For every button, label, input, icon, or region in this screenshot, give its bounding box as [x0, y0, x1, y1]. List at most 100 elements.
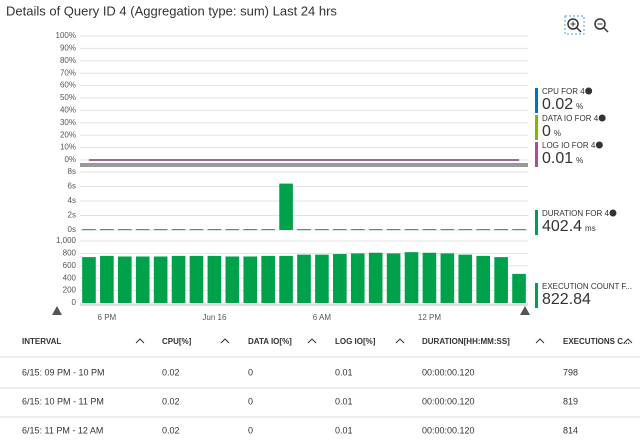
info-icon — [585, 87, 593, 95]
y-tick-label: 0% — [64, 155, 76, 164]
table-cell: 6/15: 09 PM - 10 PM — [22, 367, 105, 377]
column-header: DURATION[HH:MM:SS] — [422, 337, 510, 346]
legend-value: 0.02 — [542, 96, 573, 113]
bar — [440, 229, 455, 231]
y-tick-label: 600 — [63, 261, 77, 270]
bar — [225, 256, 240, 303]
legend-value: 402.4 — [542, 218, 582, 235]
sort-caret[interactable] — [135, 338, 145, 344]
table-cell: 0 — [248, 367, 253, 377]
bar — [297, 229, 311, 231]
bar — [243, 229, 258, 231]
table-cell: 0 — [248, 425, 253, 435]
legend-swatch — [535, 88, 538, 113]
range-handle-left[interactable] — [52, 306, 62, 315]
bar — [386, 253, 401, 303]
bar — [189, 255, 204, 303]
bar — [135, 256, 150, 303]
y-tick-label: 100% — [56, 31, 76, 40]
range-handle-right[interactable] — [520, 306, 530, 315]
bar — [404, 252, 419, 303]
table-cell: 798 — [563, 367, 578, 377]
bar — [207, 229, 222, 231]
table-cell: 0.02 — [162, 367, 180, 377]
page-title: Details of Query ID 4 (Aggregation type:… — [6, 3, 337, 18]
table-cell: 814 — [563, 425, 578, 435]
bar — [100, 255, 114, 303]
bar — [476, 229, 491, 231]
bar — [494, 257, 508, 303]
sort-caret[interactable] — [535, 338, 545, 344]
bar — [368, 252, 383, 303]
y-tick-label: 80% — [60, 56, 76, 65]
bar — [512, 229, 526, 231]
legend-swatch — [535, 115, 538, 140]
sort-caret[interactable] — [395, 338, 405, 344]
bar — [100, 229, 114, 231]
sort-caret[interactable] — [220, 338, 230, 344]
zoom-in-button[interactable] — [564, 15, 585, 35]
legend-item: LOG IO FOR 40.01% — [535, 141, 603, 167]
x-tick-label: 12 PM — [418, 313, 441, 322]
info-icon — [598, 114, 606, 122]
y-tick-label: 60% — [60, 81, 76, 90]
y-tick-label: 40% — [60, 106, 76, 115]
bar — [135, 229, 150, 231]
y-tick-label: 20% — [60, 130, 76, 139]
column-header: INTERVAL — [22, 337, 61, 346]
legend-name: DURATION FOR 4 — [542, 209, 610, 218]
x-tick-label: 6 PM — [98, 313, 117, 322]
y-tick-label: 70% — [60, 68, 76, 77]
bar — [315, 229, 329, 231]
legend-unit: % — [554, 129, 561, 138]
legend-item: DATA IO FOR 40% — [535, 114, 606, 140]
legend-name: LOG IO FOR 4 — [542, 141, 596, 150]
legend-item: EXECUTION COUNT F...822.84 — [535, 282, 632, 308]
y-tick-label: 10% — [60, 143, 76, 152]
bar — [279, 255, 293, 303]
info-icon — [609, 209, 617, 217]
sort-caret[interactable] — [307, 338, 317, 344]
column-header: LOG IO[%] — [335, 337, 376, 346]
table-cell: 6/15: 11 PM - 12 AM — [22, 425, 103, 435]
bar — [315, 254, 329, 303]
y-tick-label: 90% — [60, 44, 76, 53]
legend-name: DATA IO FOR 4 — [542, 114, 599, 123]
legend-value: 0.01 — [542, 150, 573, 167]
bar — [458, 229, 473, 231]
panel-separator — [80, 163, 528, 167]
y-tick-label: 1,000 — [56, 236, 77, 245]
bar — [243, 256, 258, 303]
bar — [117, 256, 132, 303]
bar — [153, 256, 168, 303]
bar — [476, 255, 491, 303]
y-tick-label: 2s — [68, 211, 76, 220]
y-tick-label: 0 — [72, 298, 77, 307]
table-cell: 00:00:00.120 — [422, 425, 475, 435]
bar — [494, 229, 508, 231]
y-tick-label: 30% — [60, 118, 76, 127]
legend-item: CPU FOR 40.02% — [535, 87, 593, 113]
legend-name: CPU FOR 4 — [542, 87, 585, 96]
y-tick-label: 200 — [63, 286, 77, 295]
sort-caret[interactable] — [623, 338, 633, 344]
info-icon — [595, 141, 603, 149]
legend-name: EXECUTION COUNT F... — [542, 282, 632, 291]
y-tick-label: 400 — [63, 273, 77, 282]
bar — [261, 229, 275, 231]
bar — [512, 273, 526, 303]
bar — [333, 254, 347, 303]
column-header: DATA IO[%] — [248, 337, 292, 346]
bar — [261, 255, 275, 303]
x-tick-label: Jun 16 — [202, 313, 227, 322]
table-cell: 00:00:00.120 — [422, 367, 475, 377]
legend-unit: ms — [585, 224, 596, 233]
zoom-out-button[interactable] — [594, 18, 609, 33]
legend-value: 822.84 — [542, 291, 591, 308]
bar — [458, 254, 473, 303]
bar — [171, 255, 186, 303]
y-tick-label: 0s — [68, 225, 76, 234]
y-tick-label: 6s — [68, 182, 76, 191]
legend-unit: % — [576, 102, 583, 111]
